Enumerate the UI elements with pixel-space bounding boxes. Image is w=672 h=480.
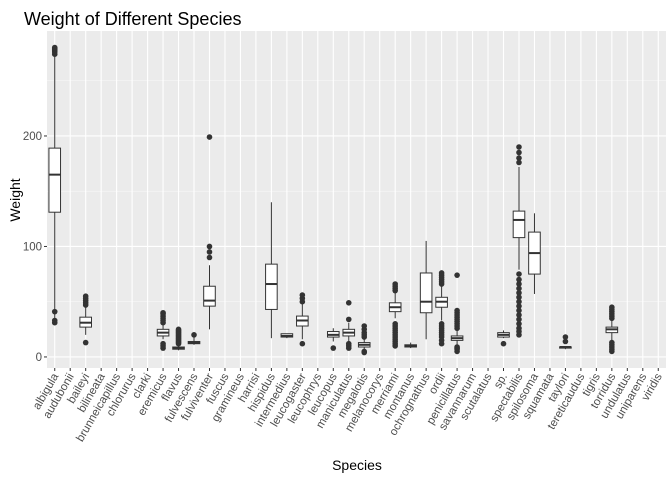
outlier-point xyxy=(175,326,182,333)
outlier-point xyxy=(299,292,306,298)
outlier-point xyxy=(438,270,445,276)
box-albigula xyxy=(48,44,62,326)
outlier-point xyxy=(345,300,352,306)
y-tick-label: 0 xyxy=(36,352,42,364)
outlier-point xyxy=(206,243,213,250)
box-megalotis xyxy=(357,323,371,356)
box-eremicus xyxy=(156,309,170,351)
chart-title: Weight of Different Species xyxy=(24,9,241,29)
box-montanus xyxy=(404,342,417,349)
x-axis-title: Species xyxy=(332,457,382,473)
y-axis-title: Weight xyxy=(7,178,23,221)
box-body xyxy=(48,147,62,213)
outlier-point xyxy=(345,340,352,347)
outlier-point xyxy=(609,339,615,346)
outlier-point xyxy=(516,276,522,283)
outlier-point xyxy=(82,293,89,299)
box-body xyxy=(419,272,433,314)
box-intermedius xyxy=(280,333,294,339)
outlier-point xyxy=(51,317,58,324)
outlier-point xyxy=(562,338,569,345)
outlier-point xyxy=(516,159,522,166)
outlier-point xyxy=(454,272,460,278)
outlier-point xyxy=(516,316,522,323)
outlier-point xyxy=(516,155,522,161)
plot-panel xyxy=(47,31,666,368)
outlier-point xyxy=(160,340,166,347)
outlier-point xyxy=(438,321,445,327)
box-ordii xyxy=(435,270,448,347)
outlier-point xyxy=(516,281,522,287)
outlier-point xyxy=(516,294,522,301)
box-baileyi xyxy=(79,293,92,346)
outlier-point xyxy=(516,312,522,318)
y-tick-label: 200 xyxy=(23,131,42,143)
box-spilosoma xyxy=(528,213,541,294)
box-flavus xyxy=(172,326,185,351)
box-body xyxy=(512,210,526,239)
outlier-point xyxy=(516,149,522,156)
outlier-point xyxy=(516,303,522,309)
outlier-point xyxy=(361,323,368,329)
outlier-point xyxy=(299,340,306,347)
outlier-point xyxy=(392,281,398,287)
outlier-point xyxy=(516,307,522,314)
box-fulvescens xyxy=(187,332,201,345)
box-penicillatus xyxy=(450,272,464,355)
outlier-point xyxy=(516,325,522,332)
outlier-point xyxy=(51,44,58,51)
x-axis: albigulaauduboniibaileyibilineatabrunnei… xyxy=(31,368,665,444)
box-layer xyxy=(48,44,619,356)
outlier-point xyxy=(516,290,522,296)
outlier-point xyxy=(345,316,352,323)
y-axis: 0 100 200 xyxy=(23,131,47,364)
box-merriami xyxy=(388,281,402,349)
outlier-point xyxy=(609,304,615,311)
outlier-point xyxy=(191,332,197,338)
outlier-point xyxy=(206,254,213,261)
box-leucogaster xyxy=(296,292,309,347)
outlier-point xyxy=(516,321,522,327)
box-fulviventer xyxy=(203,134,216,330)
box-hispidus xyxy=(265,202,278,339)
box-ochrognathus xyxy=(419,240,433,340)
outlier-point xyxy=(562,334,569,340)
outlier-point xyxy=(454,344,460,350)
box-torridus xyxy=(605,304,619,355)
outlier-point xyxy=(82,339,89,346)
outlier-point xyxy=(516,271,522,277)
outlier-point xyxy=(206,134,213,140)
outlier-point xyxy=(500,340,507,347)
outlier-point xyxy=(516,298,522,305)
outlier-point xyxy=(361,348,368,355)
box-maniculatus xyxy=(342,300,356,351)
box-body xyxy=(265,263,278,310)
y-tick-label: 100 xyxy=(23,241,42,253)
box-spectabilis xyxy=(512,144,526,338)
box-sp. xyxy=(497,330,510,347)
box-taylori xyxy=(559,334,572,350)
outlier-point xyxy=(51,308,58,315)
box-body xyxy=(203,285,216,307)
outlier-point xyxy=(160,309,166,316)
outlier-point xyxy=(330,345,337,351)
outlier-point xyxy=(516,144,522,150)
box-leucopus xyxy=(326,328,340,351)
outlier-point xyxy=(454,307,460,314)
outlier-point xyxy=(392,321,398,327)
outlier-point xyxy=(516,285,522,292)
outlier-point xyxy=(206,249,213,255)
